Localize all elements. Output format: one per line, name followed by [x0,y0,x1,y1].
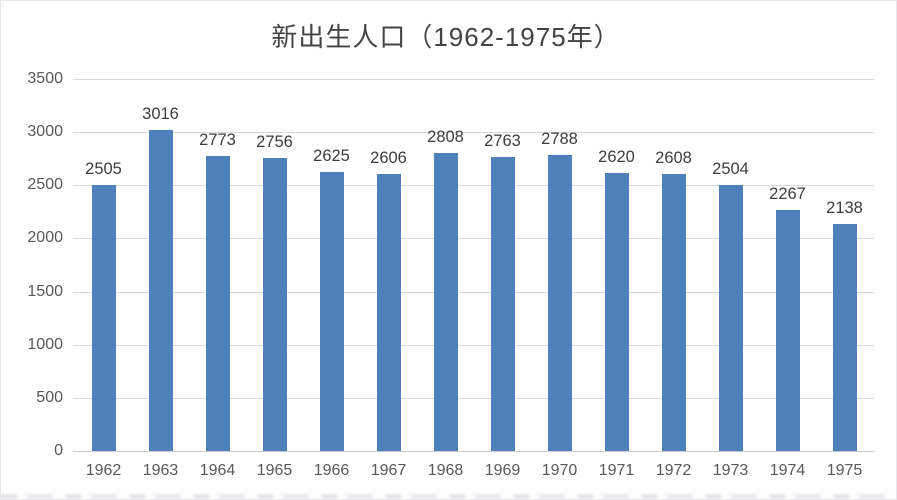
x-tick-label-1975: 1975 [826,462,863,479]
bar-value-label-1967: 2606 [370,149,407,168]
bar-value-label-1963: 3016 [142,105,179,124]
bar-value-label-1972: 2608 [655,148,692,167]
bar-value-label-1965: 2756 [256,133,293,152]
y-tick-label: 1000 [27,335,63,353]
x-tick-label-1971: 1971 [598,462,635,479]
x-tick-label-1974: 1974 [769,462,806,479]
bar-1973 [718,184,743,451]
x-tick-label-1965: 1965 [256,462,293,479]
bar-1965 [262,158,287,451]
bar-value-label-1968: 2808 [427,127,464,146]
bar-value-label-1974: 2267 [769,185,806,204]
y-tick-label: 1500 [27,282,63,300]
x-tick-label-1968: 1968 [427,462,464,479]
gridline [73,79,874,80]
x-tick-label-1967: 1967 [370,462,407,479]
bar-1962 [91,184,116,451]
gridline [73,397,874,399]
bar-1970 [547,154,572,451]
bar-1971 [604,172,629,451]
x-tick-label-1963: 1963 [142,462,179,479]
bar-value-label-1969: 2763 [484,132,521,151]
gridline [73,291,874,293]
x-tick-label-1964: 1964 [199,462,236,479]
bottom-edge-artifact [1,494,896,499]
bar-value-label-1975: 2138 [826,198,863,217]
x-tick-label-1973: 1973 [712,462,749,479]
bar-1972 [661,173,686,451]
x-tick-label-1969: 1969 [484,462,521,479]
bar-value-label-1966: 2625 [313,147,350,165]
gridline [73,344,874,346]
x-tick-label-1972: 1972 [655,462,692,479]
gridline [73,238,874,240]
y-tick-label: 500 [36,388,63,406]
bar-1967 [376,174,401,451]
y-tick-label: 0 [54,442,63,459]
bar-value-label-1964: 2773 [199,131,236,150]
bar-value-label-1973: 2504 [712,159,749,178]
bar-1966 [319,172,344,451]
gridline [73,185,874,187]
x-tick-label-1962: 1962 [85,462,122,479]
x-tick-label-1966: 1966 [313,462,350,479]
y-tick-label: 2500 [27,176,63,194]
bar-value-label-1970: 2788 [541,129,578,148]
bar-1964 [205,156,230,451]
chart-title: 新出生人口（1962-1975年） [271,22,621,52]
y-tick-label: 2000 [27,229,63,247]
y-tick-label: 3500 [27,70,63,87]
bar-value-label-1971: 2620 [598,147,635,166]
bar-1963 [148,130,173,451]
y-tick-label: 3000 [27,123,63,141]
bar-1975 [832,223,857,451]
x-tick-label-1970: 1970 [541,462,578,479]
x-axis-baseline [73,451,874,452]
bar-1969 [490,157,515,451]
bar-1968 [433,152,458,451]
bar-value-label-1962: 2505 [85,159,122,178]
bar-1974 [775,210,800,451]
